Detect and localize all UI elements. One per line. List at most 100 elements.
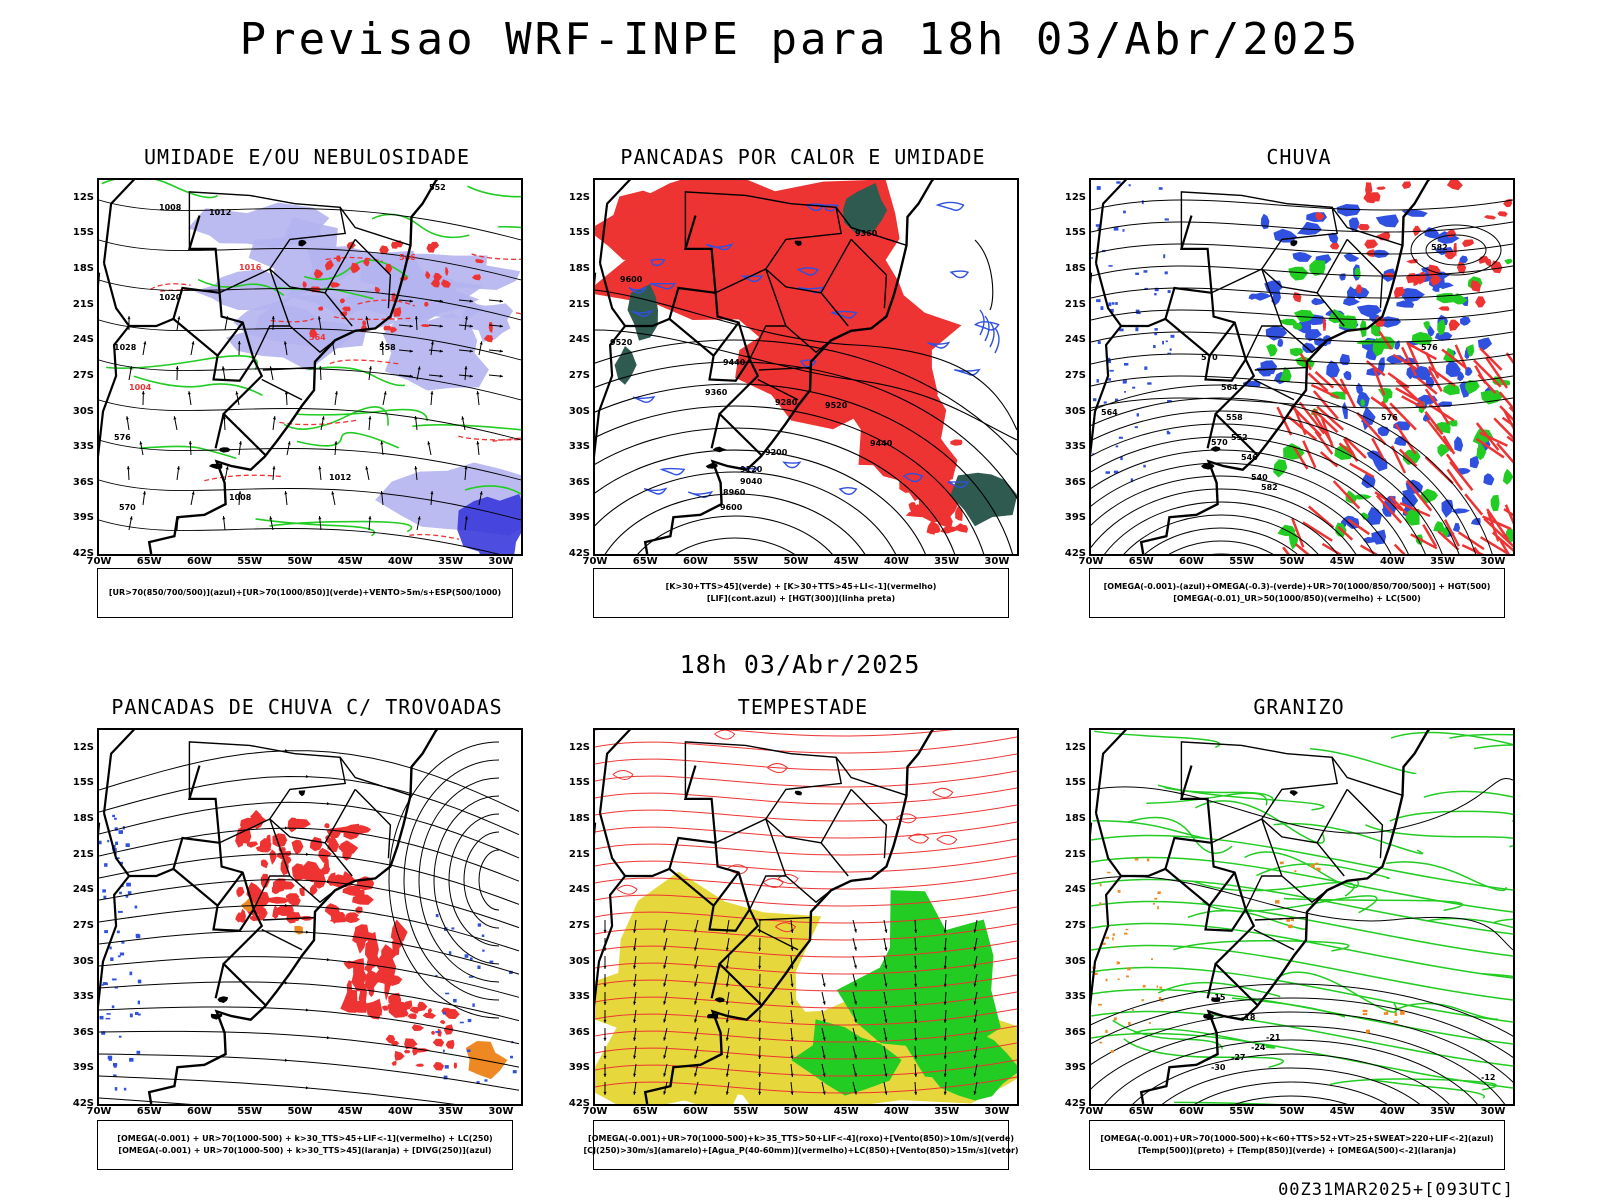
lat-tick-label: 21S bbox=[72, 298, 94, 310]
lon-tick-label: 35W bbox=[438, 556, 464, 567]
contour-label: 564 bbox=[1101, 408, 1118, 417]
lon-tick-label: 30W bbox=[984, 556, 1010, 567]
panel-title: UMIDADE E/OU NEBULOSIDADE bbox=[143, 145, 471, 169]
contour-label: 1028 bbox=[114, 343, 137, 352]
contour-label: 576 bbox=[114, 433, 131, 442]
lat-tick-label: 39S bbox=[1064, 512, 1086, 524]
lat-tick-label: 18S bbox=[1064, 263, 1086, 275]
lon-tick-label: 40W bbox=[1379, 1106, 1405, 1117]
lon-tick-label: 55W bbox=[237, 1106, 263, 1117]
lon-tick-label: 30W bbox=[1480, 556, 1506, 567]
lat-tick-label: 30S bbox=[568, 405, 590, 417]
contour-label: 9600 bbox=[620, 275, 643, 284]
lat-tick-label: 42S bbox=[568, 548, 590, 559]
map-plot: 582 576 570 564 558 552 546 540 582 576 570 564 bbox=[1089, 178, 1515, 556]
legend-line: [OMEGA(-0.001) + UR>70(1000-500) + k>30_… bbox=[118, 1146, 492, 1155]
lat-tick-label: 12S bbox=[568, 191, 590, 203]
lon-tick-label: 60W bbox=[682, 1106, 708, 1117]
lat-tick-label: 39S bbox=[72, 512, 94, 524]
contour-label: 9440 bbox=[723, 358, 746, 367]
lon-tick-label: 35W bbox=[1430, 556, 1456, 567]
legend-box: [UR>70(850/700/500)](azul)+[UR>70(1000/8… bbox=[97, 568, 513, 618]
lat-tick-label: 39S bbox=[568, 512, 590, 524]
lon-tick-label: 45W bbox=[833, 1106, 859, 1117]
panel-title: TEMPESTADE bbox=[737, 695, 869, 719]
lat-tick-label: 39S bbox=[72, 1062, 94, 1074]
lat-tick-label: 27S bbox=[568, 919, 590, 931]
lat-tick-label: 27S bbox=[72, 369, 94, 381]
legend-line: [LIF](cont.azul) + [HGT(300)](linha pret… bbox=[706, 594, 896, 603]
contour-label: 1020 bbox=[159, 293, 182, 302]
lat-tick-label: 33S bbox=[568, 991, 590, 1003]
legend-box: [K>30+TTS>45](verde) + [K>30+TTS>45+LI<-… bbox=[593, 568, 1009, 618]
legend-line: [OMEGA(-0.001)+UR>70(1000-500)+k<60+TTS>… bbox=[1100, 1134, 1494, 1143]
lon-tick-label: 45W bbox=[1329, 1106, 1355, 1117]
contour-label: -12 bbox=[1481, 1073, 1495, 1082]
lat-tick-label: 15S bbox=[1064, 777, 1086, 789]
lat-tick-label: 36S bbox=[72, 1026, 94, 1038]
contour-label: -24 bbox=[1251, 1043, 1266, 1052]
lon-tick-label: 70W bbox=[86, 556, 112, 567]
contour-label: 564 bbox=[309, 333, 326, 342]
lon-tick-label: 40W bbox=[883, 1106, 909, 1117]
lat-tick-label: 30S bbox=[1064, 955, 1086, 967]
lat-tick-label: 27S bbox=[1064, 919, 1086, 931]
legend-line: [K>30+TTS>45](verde) + [K>30+TTS>45+LI<-… bbox=[665, 582, 937, 591]
lat-tick-label: 36S bbox=[72, 476, 94, 488]
contour-label: 9520 bbox=[825, 401, 848, 410]
lat-tick-label: 18S bbox=[568, 263, 590, 275]
lat-tick-label: 33S bbox=[1064, 441, 1086, 453]
lat-tick-label: 12S bbox=[568, 741, 590, 753]
contour-label: 9120 bbox=[740, 465, 763, 474]
lon-tick-label: 60W bbox=[186, 556, 212, 567]
lat-tick-label: 15S bbox=[72, 227, 94, 239]
lon-tick-label: 45W bbox=[337, 556, 363, 567]
legend-line: [CJ(250)>30m/s](amarelo)+[Agua_P(40-60mm… bbox=[583, 1146, 1019, 1155]
contour-label: 1012 bbox=[329, 473, 351, 482]
red-cape-area bbox=[595, 180, 969, 535]
lat-tick-label: 33S bbox=[1064, 991, 1086, 1003]
run-info-footer: 00Z31MAR2025+[093UTC] bbox=[1278, 1180, 1514, 1200]
lat-tick-label: 21S bbox=[1064, 298, 1086, 310]
map-layers: -15-18-21-24-27-30-12 bbox=[1091, 730, 1513, 1104]
map-layers bbox=[595, 730, 1017, 1104]
lon-tick-label: 70W bbox=[582, 1106, 608, 1117]
lon-tick-label: 55W bbox=[1229, 1106, 1255, 1117]
lat-tick-label: 33S bbox=[72, 991, 94, 1003]
lat-tick-label: 36S bbox=[1064, 1026, 1086, 1038]
contour-label: 1008 bbox=[229, 493, 252, 502]
lon-tick-label: 65W bbox=[1128, 556, 1154, 567]
contour-label: 546 bbox=[1241, 453, 1258, 462]
legend-line: [OMEGA(-0.001) + UR>70(1000-500) + k>30_… bbox=[117, 1134, 493, 1143]
lon-tick-label: 40W bbox=[883, 556, 909, 567]
legend-box: [OMEGA(-0.001)+UR>70(1000-500)+k<60+TTS>… bbox=[1089, 1120, 1505, 1170]
contour-label: 576 bbox=[1381, 413, 1398, 422]
lat-tick-label: 21S bbox=[568, 848, 590, 860]
lon-tick-label: 65W bbox=[632, 1106, 658, 1117]
lat-tick-label: 30S bbox=[568, 955, 590, 967]
lon-tick-label: 70W bbox=[1078, 1106, 1104, 1117]
lat-tick-label: 21S bbox=[1064, 848, 1086, 860]
lat-tick-label: 24S bbox=[1064, 334, 1086, 346]
coastline-borders bbox=[595, 730, 935, 1104]
contour-label: 582 bbox=[1431, 243, 1448, 252]
lon-tick-label: 50W bbox=[1279, 1106, 1305, 1117]
lat-tick-label: 18S bbox=[72, 263, 94, 275]
lat-tick-label: 36S bbox=[568, 1026, 590, 1038]
contour-label: -21 bbox=[1266, 1033, 1281, 1042]
lat-tick-label: 24S bbox=[72, 884, 94, 896]
lat-tick-label: 15S bbox=[72, 777, 94, 789]
lat-tick-label: 24S bbox=[1064, 884, 1086, 896]
contour-label: 9600 bbox=[720, 503, 743, 512]
lat-tick-label: 42S bbox=[1064, 1098, 1086, 1109]
contour-label: 9200 bbox=[765, 448, 788, 457]
page-title: Previsao WRF-INPE para 18h 03/Abr/2025 bbox=[239, 14, 1361, 65]
lat-tick-label: 24S bbox=[72, 334, 94, 346]
lat-tick-label: 18S bbox=[568, 813, 590, 825]
lat-tick-label: 24S bbox=[568, 334, 590, 346]
coastline-borders bbox=[595, 180, 935, 554]
lon-tick-label: 35W bbox=[934, 1106, 960, 1117]
lon-tick-label: 35W bbox=[1430, 1106, 1456, 1117]
